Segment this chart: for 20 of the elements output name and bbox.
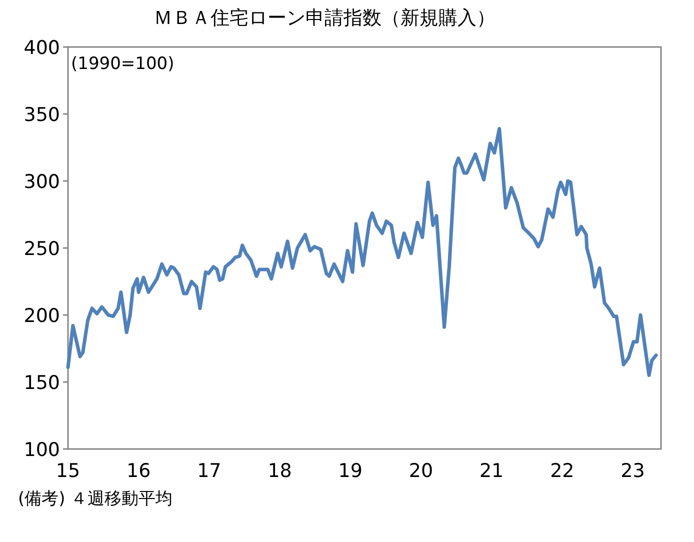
y-tick-label: 350	[24, 104, 60, 126]
annotation: (1990=100)	[71, 54, 174, 74]
x-tick-label: 22	[550, 460, 574, 482]
x-tick-label: 21	[479, 460, 504, 482]
line-series	[66, 126, 658, 378]
x-tick-label: 20	[408, 460, 434, 482]
text: (備考) ４週移動平均	[18, 489, 173, 509]
y-tick-label: 150	[24, 372, 60, 394]
x-tick-label: 23	[620, 460, 645, 482]
x-tick-label: 16	[126, 460, 151, 482]
y-tick-label: 250	[24, 238, 60, 260]
y-tick-label: 400	[24, 37, 60, 59]
y-tick-label: 300	[24, 171, 60, 193]
x-tick-label: 19	[338, 460, 362, 482]
y-tick-label: 200	[24, 305, 60, 327]
x-tick-label: 17	[197, 460, 222, 482]
x-tick-label: 15	[56, 460, 80, 482]
chart-title: ＭＢＡ住宅ローン申請指数（新規購入）	[154, 7, 496, 29]
y-tick-label: 100	[24, 439, 60, 461]
x-tick-label: 18	[268, 460, 292, 482]
